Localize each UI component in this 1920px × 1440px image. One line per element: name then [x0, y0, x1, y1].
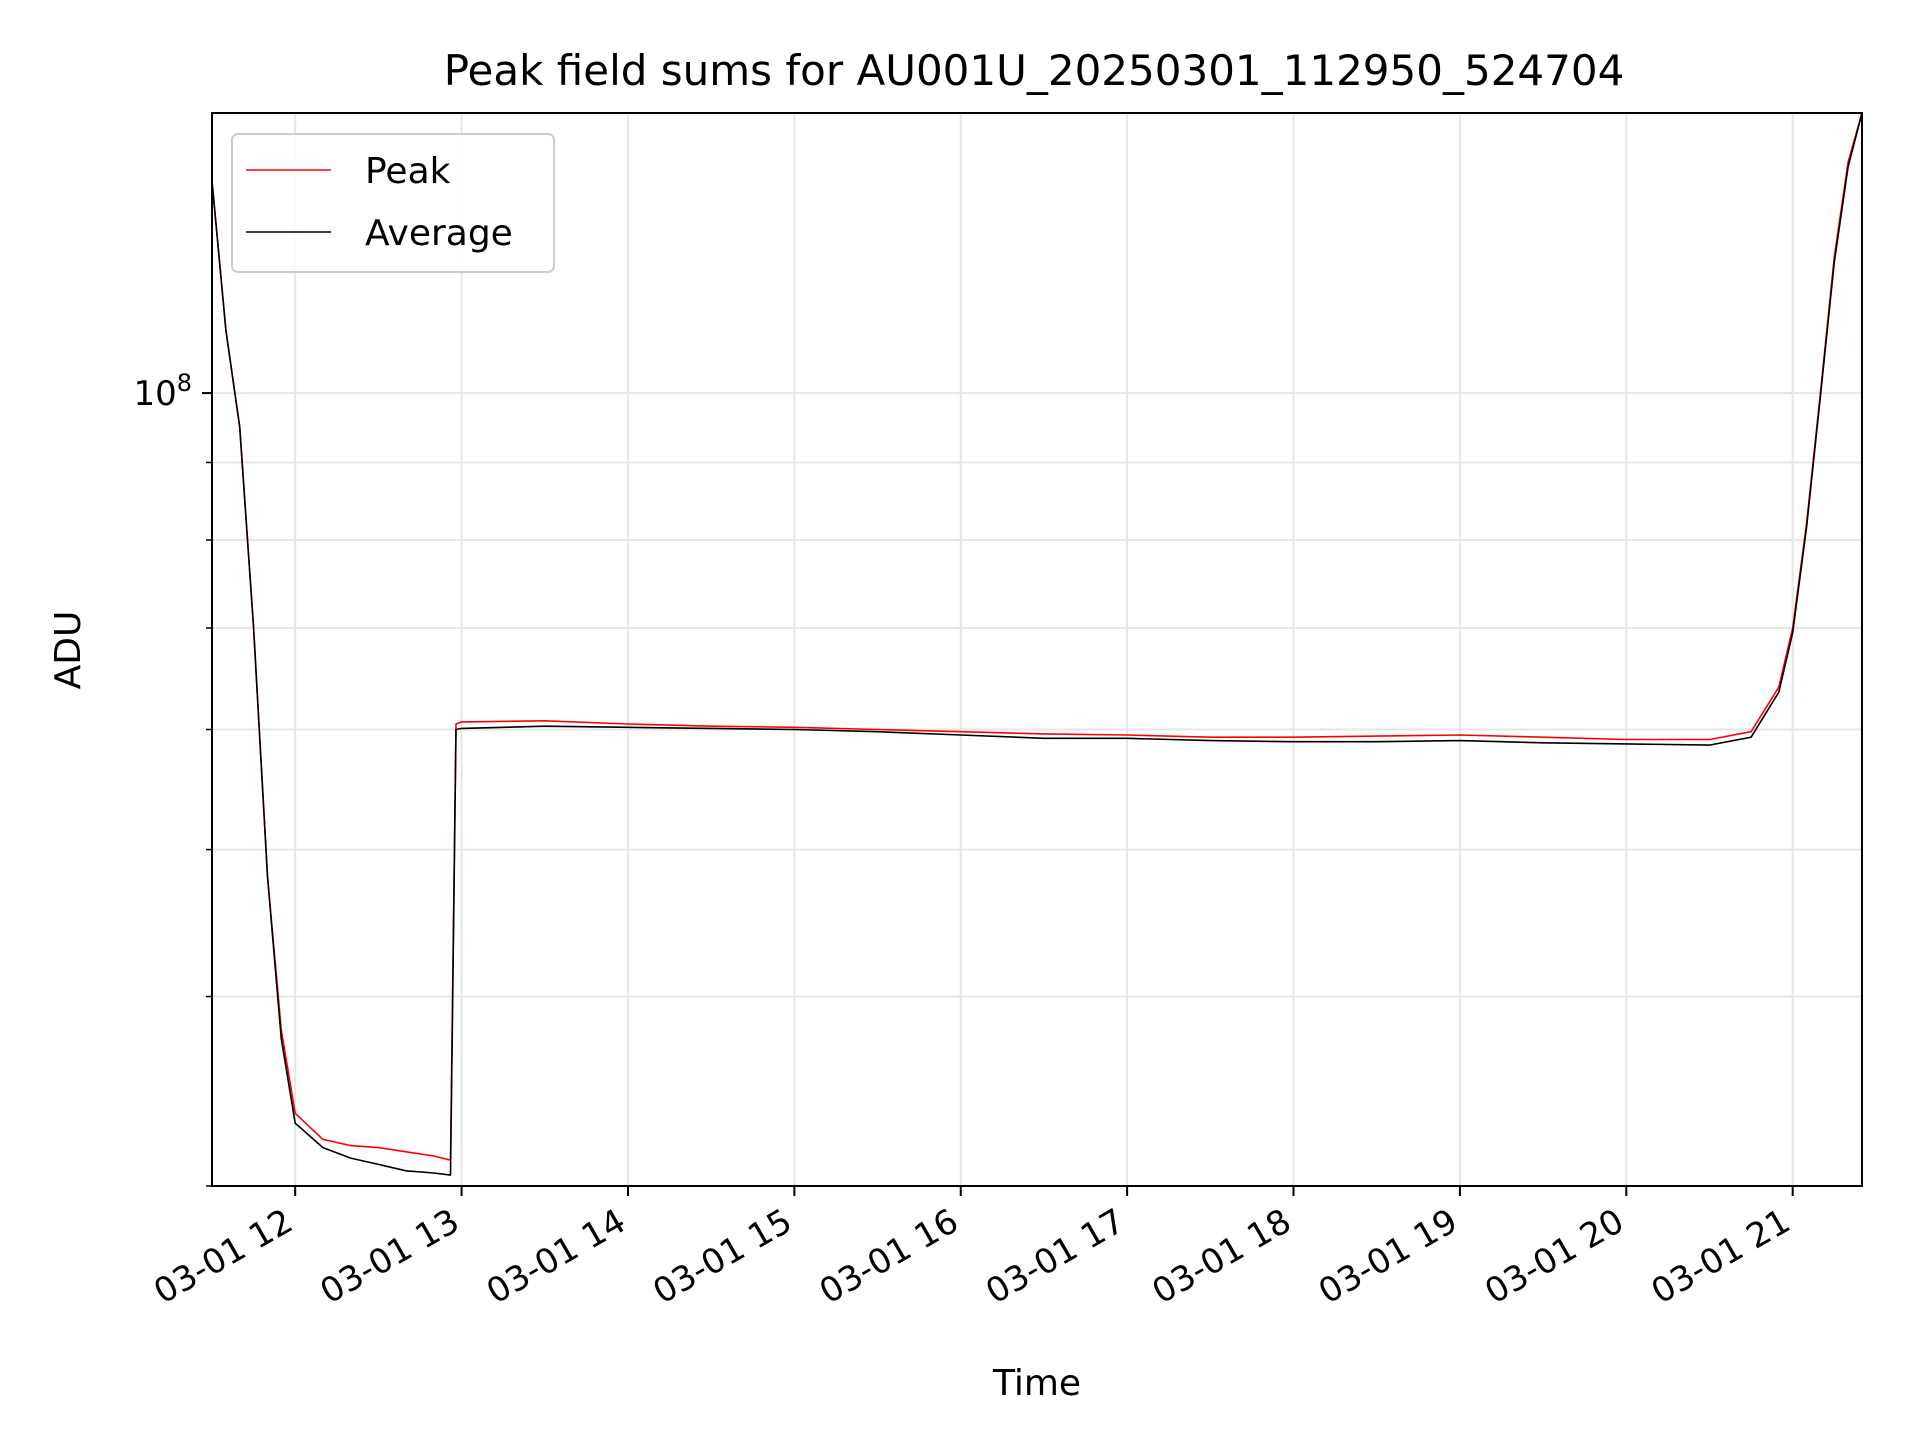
y-tick-label: 108 [133, 369, 192, 414]
legend-box [231, 133, 555, 273]
series-line-average [212, 113, 1862, 1176]
y-axis-label: ADU [48, 611, 89, 690]
chart-title: Peak field sums for AU001U_20250301_1129… [444, 46, 1625, 95]
plot-frame [211, 112, 1863, 1187]
legend-label-average: Average [365, 213, 513, 254]
series-line-peak [212, 113, 1862, 1161]
x-axis-label: Time [992, 1363, 1081, 1404]
legend-label-peak: Peak [365, 151, 451, 192]
plot-lines [212, 113, 1862, 1176]
y-axis-ticks: 108 [133, 369, 212, 1187]
legend: Peak Average [231, 133, 555, 273]
